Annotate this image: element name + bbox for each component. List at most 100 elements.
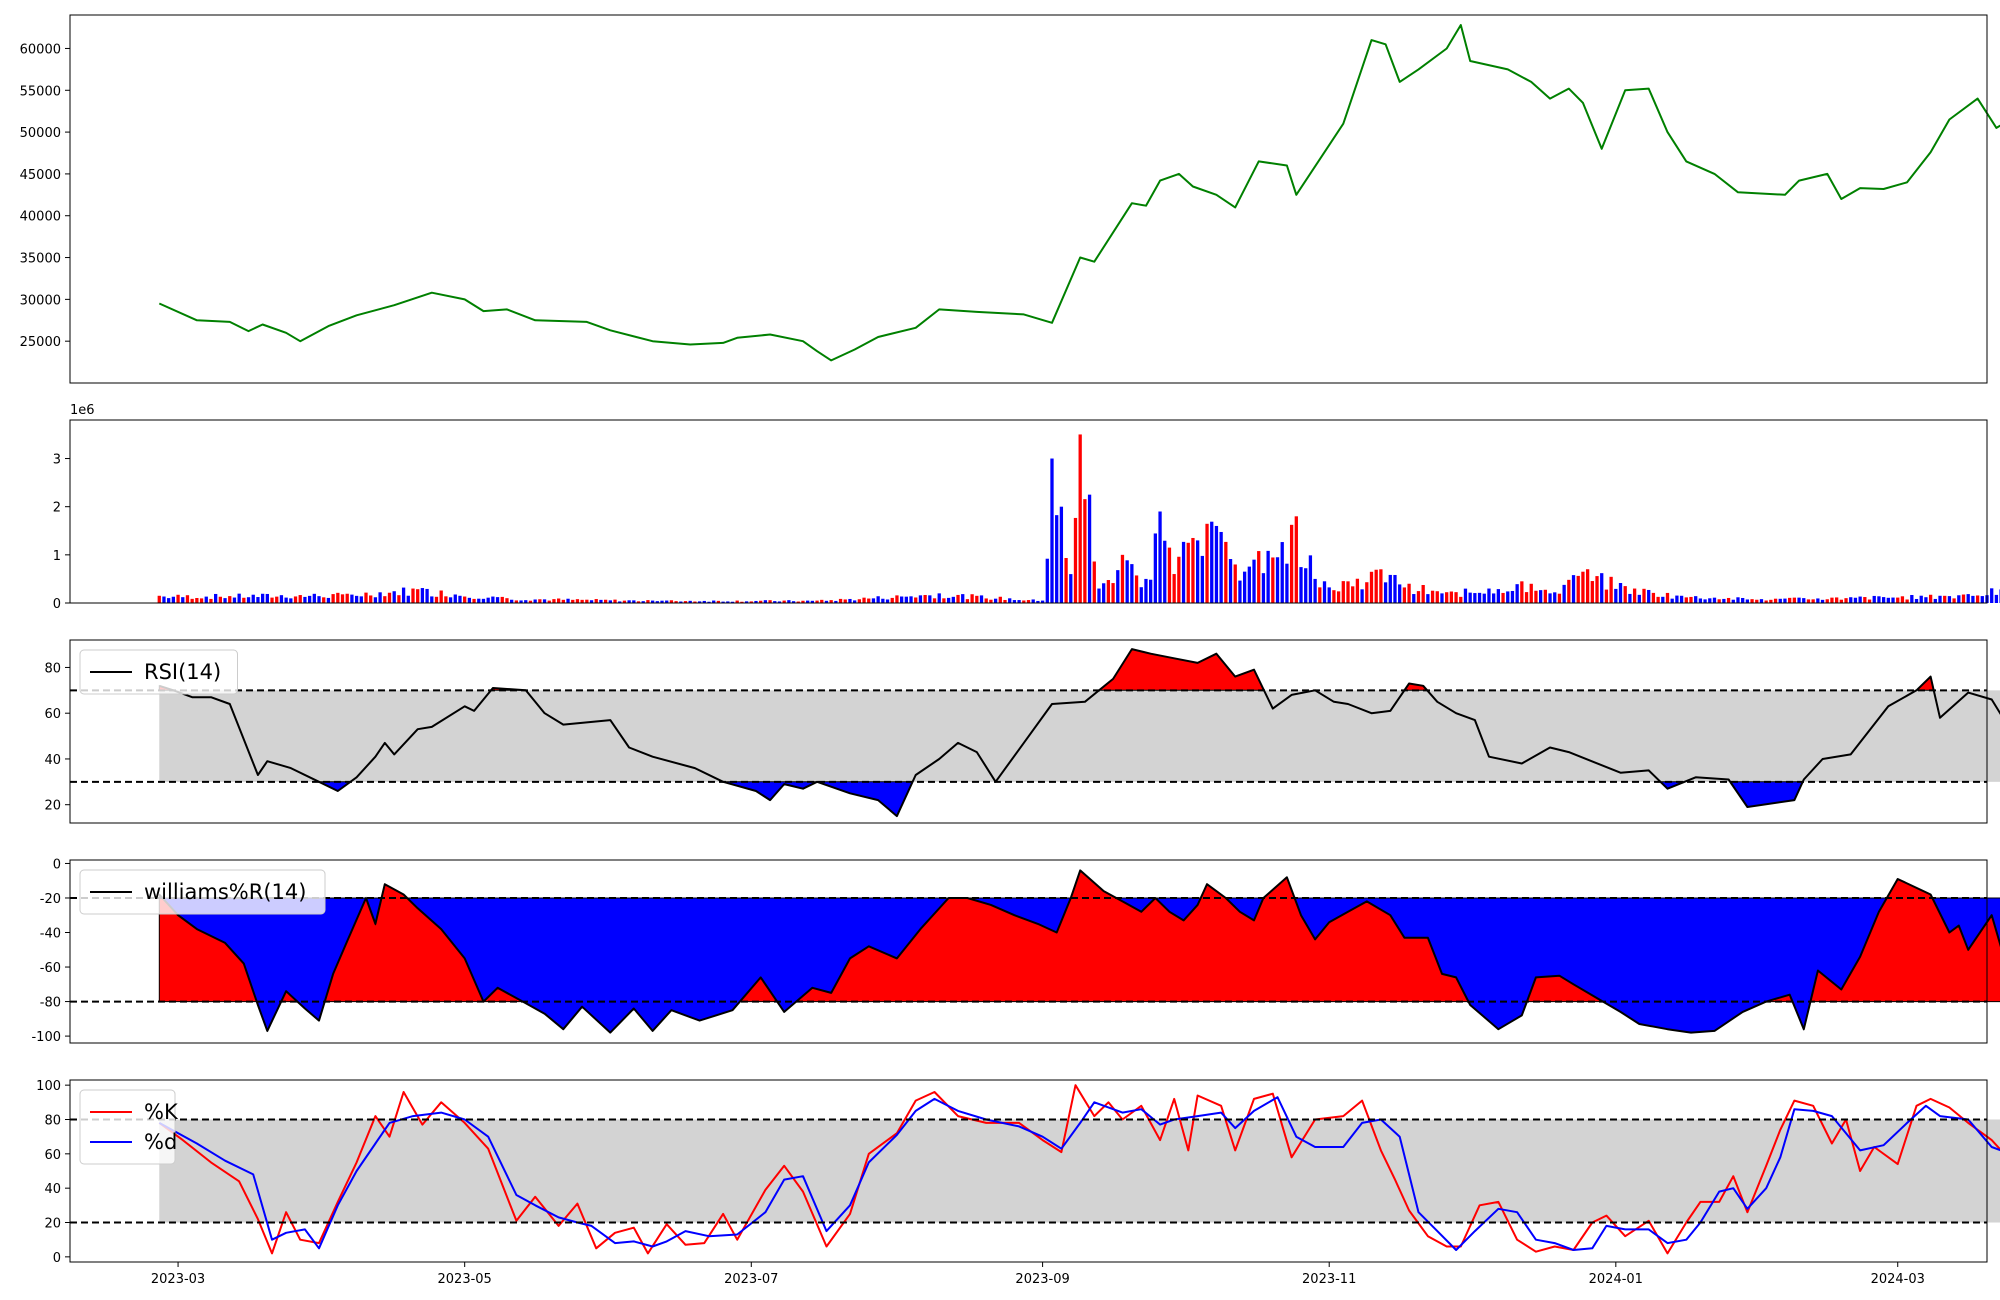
volume-bar bbox=[726, 601, 730, 603]
volume-bar bbox=[1398, 584, 1402, 603]
stochastic-series-line-1 bbox=[158, 1096, 2000, 1251]
volume-bar bbox=[1534, 590, 1538, 603]
volume-bar bbox=[946, 597, 951, 603]
stochastic-ytick-label: 0 bbox=[53, 1251, 61, 1266]
volume-bar bbox=[190, 598, 194, 603]
volume-bar bbox=[1040, 600, 1045, 603]
volume-bar bbox=[270, 597, 274, 603]
volume-bar bbox=[303, 596, 307, 603]
volume-bar bbox=[1745, 599, 1750, 603]
volume-bar bbox=[1369, 571, 1374, 603]
volume-bar bbox=[1167, 547, 1172, 603]
volume-bar bbox=[505, 598, 509, 603]
volume-bar bbox=[1980, 596, 1984, 603]
volume-bar bbox=[434, 596, 439, 603]
rsi-oversold-fill bbox=[722, 781, 818, 801]
volume-bar bbox=[857, 599, 861, 603]
volume-bar bbox=[307, 595, 312, 603]
volume-bar bbox=[1839, 599, 1843, 603]
stochastic-ytick-label: 20 bbox=[44, 1217, 61, 1232]
volume-bar bbox=[1717, 599, 1721, 603]
volume-bar bbox=[1557, 593, 1562, 603]
price-series-line-0 bbox=[158, 24, 2000, 362]
volume-bar bbox=[735, 600, 739, 603]
volume-bar bbox=[463, 596, 467, 603]
volume-bar bbox=[1130, 564, 1134, 603]
volume-bar bbox=[885, 599, 890, 603]
volume-bar bbox=[1200, 555, 1204, 603]
volume-bar bbox=[815, 600, 819, 603]
volume-bar bbox=[1482, 593, 1486, 603]
volume-bar bbox=[1877, 596, 1881, 603]
volume-bar bbox=[796, 601, 800, 603]
volume-bar bbox=[862, 597, 866, 603]
volume-bar bbox=[1181, 541, 1186, 603]
williams-legend-label: williams%R(14) bbox=[144, 880, 306, 904]
volume-bar bbox=[167, 598, 171, 603]
volume-bar bbox=[1163, 540, 1167, 603]
volume-bar bbox=[1975, 595, 1980, 603]
volume-bar bbox=[1867, 599, 1872, 603]
volume-bar bbox=[1430, 590, 1435, 603]
volume-bar bbox=[322, 597, 326, 603]
williams-ytick-label: -60 bbox=[40, 961, 61, 976]
volume-bar bbox=[744, 601, 749, 603]
rsi-series-line-0 bbox=[158, 648, 2000, 818]
volume-bar bbox=[204, 596, 208, 603]
volume-bar bbox=[1285, 563, 1289, 603]
volume-bar bbox=[876, 596, 880, 603]
volume-bar bbox=[1759, 599, 1764, 603]
price-ytick-label: 35000 bbox=[20, 252, 61, 267]
volume-bar bbox=[350, 594, 354, 603]
volume-bar bbox=[1769, 599, 1773, 603]
stochastic-legend-box bbox=[79, 1089, 176, 1165]
volume-bar bbox=[1379, 569, 1383, 603]
volume-bar bbox=[401, 587, 406, 603]
volume-bar bbox=[1844, 598, 1848, 603]
volume-bar bbox=[1543, 589, 1547, 603]
volume-bar bbox=[533, 599, 537, 603]
williams-ytick-label: -100 bbox=[31, 1030, 61, 1045]
volume-bar bbox=[1529, 583, 1533, 603]
volume-bar bbox=[1087, 494, 1092, 603]
volume-bar bbox=[369, 595, 373, 603]
volume-bar bbox=[989, 599, 993, 603]
volume-bar bbox=[425, 588, 429, 603]
volume-bar bbox=[1120, 554, 1125, 603]
volume-bar bbox=[345, 593, 349, 603]
volume-bar bbox=[693, 601, 697, 603]
volume-bar bbox=[979, 595, 984, 603]
volume-bar bbox=[1313, 578, 1317, 603]
volume-bar bbox=[1449, 591, 1454, 603]
volume-bar bbox=[740, 601, 744, 603]
volume-bar bbox=[1289, 524, 1294, 603]
volume-bar bbox=[275, 596, 279, 603]
volume-bar bbox=[1722, 598, 1726, 603]
volume-bar bbox=[1506, 591, 1510, 603]
volume-bar bbox=[1788, 597, 1792, 603]
volume-bar bbox=[585, 599, 589, 603]
volume-bar bbox=[1073, 517, 1078, 603]
volume-bar bbox=[1280, 542, 1284, 603]
volume-bar bbox=[1520, 581, 1524, 603]
volume-bar bbox=[1712, 597, 1717, 603]
volume-bar bbox=[557, 598, 561, 603]
volume-bar bbox=[1205, 523, 1209, 603]
volume-bar bbox=[162, 596, 166, 603]
volume-bar bbox=[1158, 511, 1162, 603]
volume-bar bbox=[1106, 580, 1111, 603]
volume-bar bbox=[1778, 598, 1782, 603]
volume-bar bbox=[1186, 542, 1190, 603]
volume-bar bbox=[1233, 564, 1237, 603]
volume-bar bbox=[1656, 596, 1660, 603]
volume-bar bbox=[1252, 559, 1256, 603]
volume-bar bbox=[580, 599, 584, 603]
volume-bar bbox=[679, 601, 683, 603]
volume-bar bbox=[1327, 587, 1331, 603]
volume-bar bbox=[1830, 597, 1834, 603]
volume-bar bbox=[293, 596, 298, 603]
volume-bar bbox=[383, 596, 387, 603]
volume-bar bbox=[1050, 458, 1054, 603]
williams-axes-frame bbox=[69, 859, 1988, 1044]
price-ytick-label: 40000 bbox=[20, 210, 61, 225]
